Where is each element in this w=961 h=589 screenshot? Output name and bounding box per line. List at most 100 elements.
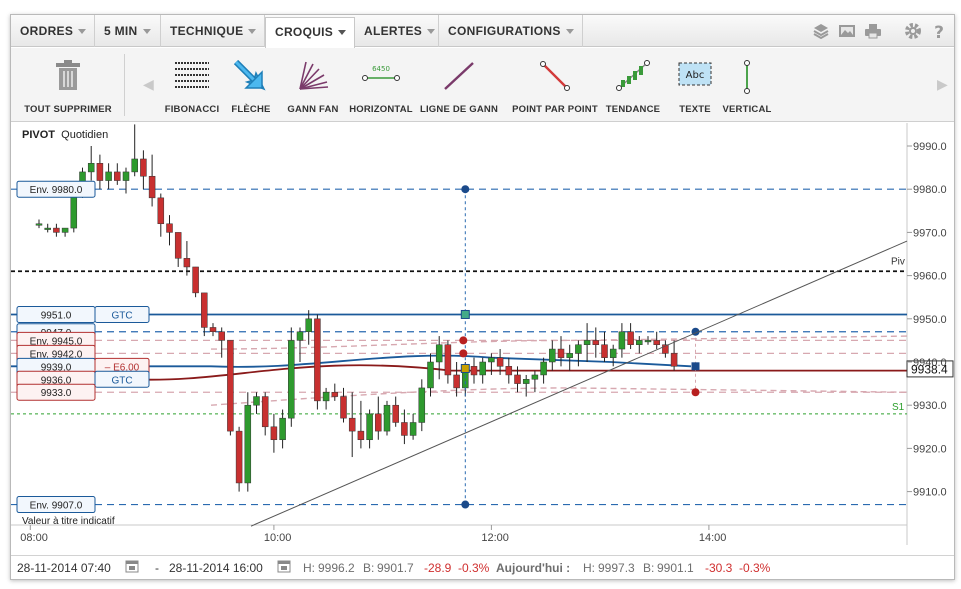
candle-up	[522, 379, 530, 384]
order-dot-red	[459, 349, 468, 358]
tool-arrow[interactable]: FLÈCHE	[223, 48, 279, 122]
candle-down	[357, 430, 365, 441]
order-label-text: 9936.0	[41, 375, 72, 386]
candle-up	[609, 348, 617, 358]
candle-down	[453, 374, 460, 389]
candle-down	[270, 426, 278, 441]
order-tag-box	[94, 370, 150, 388]
candle-down	[470, 366, 478, 376]
x-tick-label: 10:00	[264, 532, 292, 544]
tool-vertical[interactable]: VERTICAL	[717, 48, 777, 122]
y-tick-label: 9930.0	[913, 400, 947, 412]
tool-point-to-point-label: POINT PAR POINT	[512, 104, 598, 115]
menu-technique[interactable]: TECHNIQUE	[161, 15, 265, 47]
tool-gann-fan[interactable]: GANN FAN	[283, 48, 343, 122]
y-tick-label: 9910.0	[913, 487, 947, 499]
order-label-text: Env. 9907.0	[30, 501, 83, 512]
top-icons: ?	[812, 22, 948, 43]
tool-text[interactable]: Abc TEXTE	[665, 48, 725, 122]
scroll-left-icon[interactable]: ◀	[143, 76, 154, 92]
pivot-label: Piv	[891, 256, 905, 267]
candle-up	[383, 404, 391, 432]
candle-down	[218, 331, 225, 341]
layers-icon[interactable]	[812, 22, 830, 40]
candle-down	[662, 344, 669, 354]
image-icon[interactable]	[838, 22, 856, 40]
menu-croquis-label: CROQUIS	[275, 25, 334, 39]
calendar-end-icon[interactable]	[277, 559, 291, 576]
chevron-down-icon	[338, 30, 347, 36]
candle-up	[427, 361, 434, 389]
chevron-down-icon	[427, 29, 436, 35]
candle-up	[288, 340, 295, 419]
print-icon[interactable]	[864, 22, 882, 40]
candle-down	[401, 422, 408, 436]
menu-configurations[interactable]: CONFIGURATIONS	[439, 15, 583, 47]
status-bar: 28-11-2014 07:40 - 28-11-2014 16:00 H: 9…	[11, 555, 954, 579]
menu-ordres[interactable]: ORDRES	[11, 15, 95, 47]
order-handle-current	[691, 362, 700, 371]
trend-icon	[616, 60, 650, 91]
chevron-down-icon	[78, 29, 87, 35]
tool-fibonacci[interactable]: FIBONACCI	[162, 48, 222, 122]
candle-up	[418, 387, 426, 423]
candle-up	[305, 318, 312, 333]
tool-point-to-point[interactable]: POINT PAR POINT	[512, 48, 598, 122]
x-tick-label: 12:00	[481, 532, 509, 544]
tool-gann-fan-label: GANN FAN	[287, 104, 339, 115]
change-value: -28.9	[424, 561, 452, 575]
price-chart[interactable]: Piv S1 9938.4 9990.0 9980.0 9970.0 9960.0 995…	[11, 123, 954, 545]
candle-down	[444, 344, 452, 376]
moving-average-red	[130, 364, 907, 381]
y-axis: 9990.0 9980.0 9970.0 9960.0 9950.0 9940.0 9930…	[907, 141, 947, 499]
candle-up	[575, 344, 582, 354]
trash-icon	[56, 60, 80, 90]
delete-all-button[interactable]: TOUT SUPPRIMER	[23, 48, 113, 122]
candle-up	[105, 171, 112, 181]
candle-down	[314, 318, 321, 402]
chart-note: Valeur à titre indicatif	[22, 516, 115, 527]
candle-down	[209, 327, 217, 333]
tool-trend-label: TENDANCE	[605, 104, 661, 115]
scroll-right-icon[interactable]: ▶	[937, 76, 948, 92]
candle-down	[348, 417, 356, 432]
candle-down	[670, 353, 678, 367]
candle-down	[392, 404, 399, 423]
order-label-text: 9939.0	[41, 362, 72, 373]
menu-timeframe-label: 5 MIN	[104, 24, 138, 38]
fibonacci-icon	[175, 62, 209, 88]
candle-down	[261, 396, 269, 428]
x-axis: 08:00 10:00 12:00 14:00	[20, 525, 726, 544]
gear-icon[interactable]	[904, 22, 922, 40]
chevron-down-icon	[248, 29, 257, 35]
menu-alertes[interactable]: ALERTES	[355, 15, 439, 47]
candle-down	[157, 197, 165, 225]
tool-trend[interactable]: TENDANCE	[603, 48, 663, 122]
menu-timeframe[interactable]: 5 MIN	[95, 15, 161, 47]
today-low-label: B:	[643, 561, 655, 575]
tool-horizontal[interactable]: 6450 HORIZONTAL	[349, 48, 412, 122]
vertical-line-icon	[744, 60, 750, 94]
candle-down	[653, 340, 660, 345]
y-tick-label: 9990.0	[913, 141, 947, 153]
tool-gann-line[interactable]: LIGNE DE GANN	[420, 48, 498, 122]
chart-candles	[35, 124, 678, 492]
candle-down	[114, 171, 121, 181]
menu-croquis[interactable]: CROQUIS	[265, 17, 355, 50]
help-icon[interactable]: ?	[930, 22, 948, 43]
chart-canvas[interactable]: Piv S1 9938.4 9990.0 9980.0 9970.0 9960.0 995…	[11, 123, 954, 545]
order-tag-text: – E6.00	[105, 362, 140, 373]
today-change-pct: -0.3%	[739, 561, 771, 575]
candle-up	[244, 404, 252, 484]
vertical-bottom-handle	[461, 500, 470, 509]
chart-levels: Piv S1	[11, 188, 908, 506]
candle-up	[644, 340, 652, 343]
gann-line-icon	[444, 62, 474, 90]
calendar-start-icon[interactable]	[125, 559, 139, 576]
envelope-curve-lower	[210, 387, 908, 406]
icon-spacer	[890, 22, 896, 40]
high-label: H:	[303, 561, 315, 575]
candle-up	[531, 374, 539, 380]
candle-down	[331, 391, 339, 397]
